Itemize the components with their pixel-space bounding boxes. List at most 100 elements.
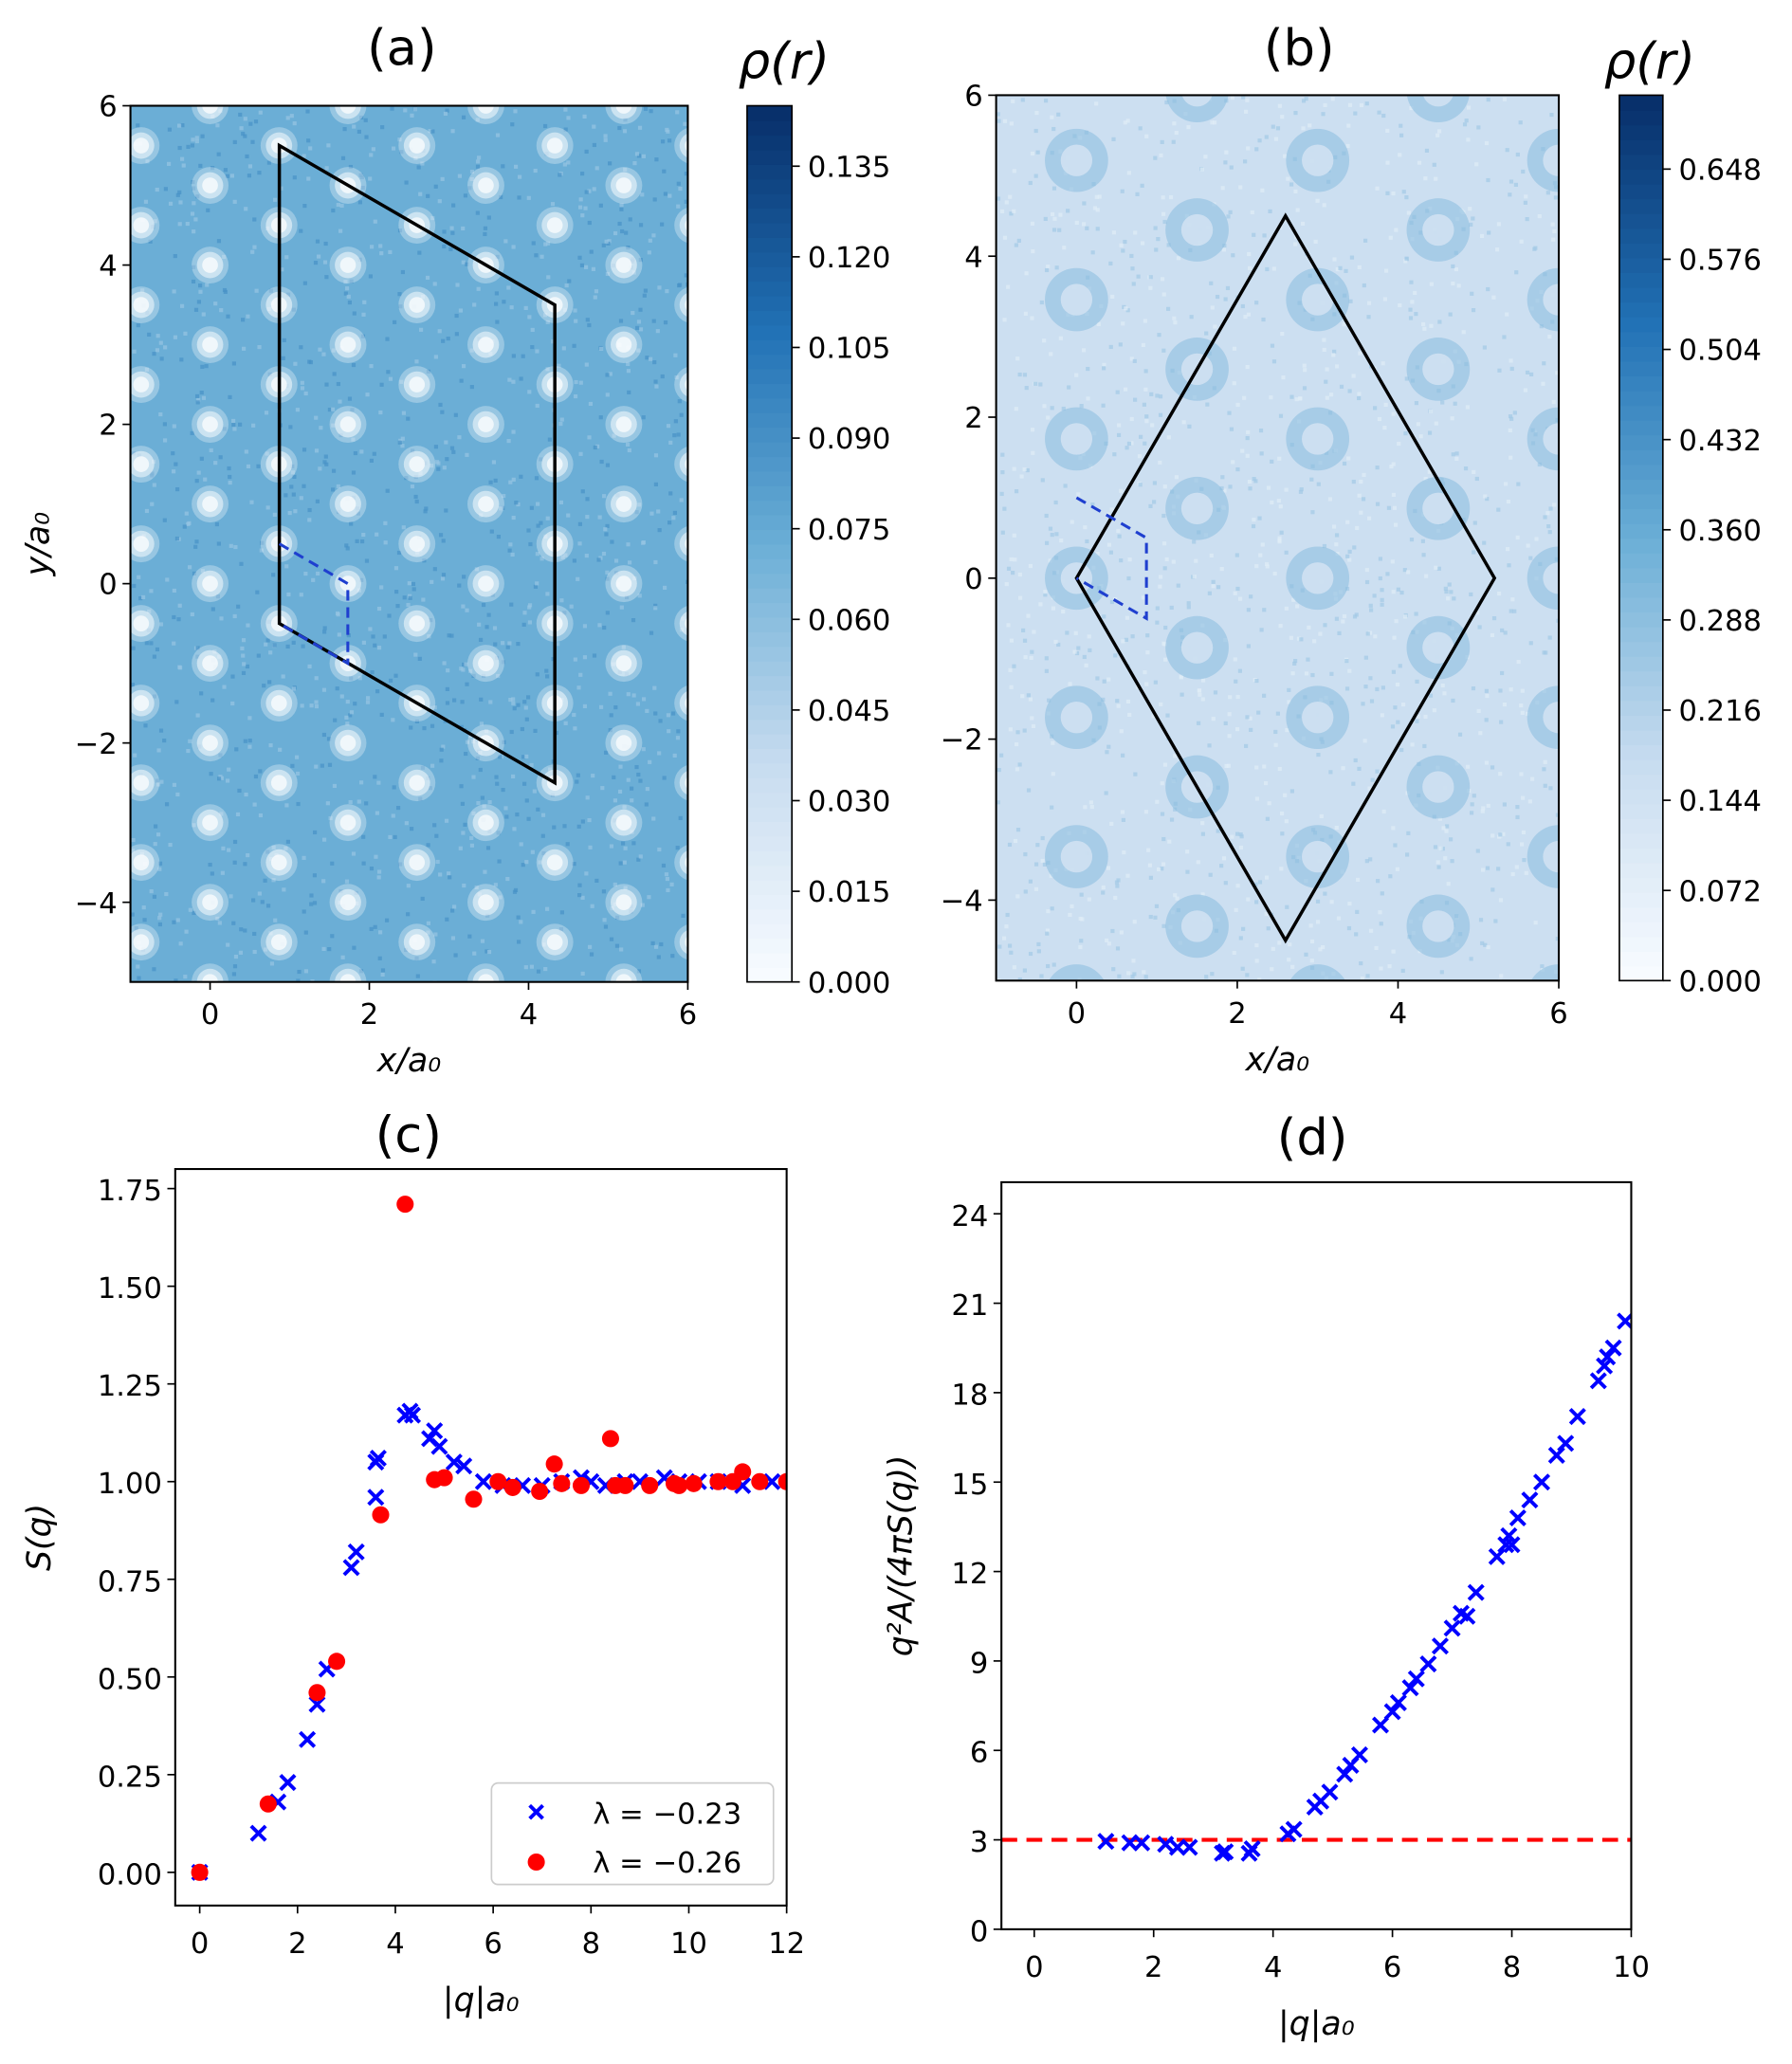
density-noise bbox=[1318, 631, 1323, 636]
panel-title: (d) bbox=[1277, 1109, 1348, 1167]
density-noise bbox=[136, 123, 140, 128]
density-noise bbox=[321, 946, 326, 952]
x-tick-label: 4 bbox=[1264, 1951, 1282, 1984]
density-noise bbox=[498, 755, 503, 759]
density-noise bbox=[1002, 506, 1007, 511]
cross-marker bbox=[1521, 1491, 1539, 1509]
density-noise bbox=[461, 667, 466, 672]
density-noise bbox=[1162, 484, 1167, 489]
density-noise bbox=[221, 846, 226, 850]
density-noise bbox=[1423, 477, 1428, 482]
density-noise bbox=[1361, 497, 1366, 502]
density-noise bbox=[191, 137, 195, 142]
colorbar-segment bbox=[1618, 922, 1663, 938]
density-noise bbox=[264, 642, 268, 647]
density-noise bbox=[260, 900, 265, 904]
density-noise bbox=[1051, 606, 1055, 611]
density-noise bbox=[1224, 150, 1229, 155]
density-noise bbox=[1046, 415, 1051, 420]
density-noise bbox=[1331, 353, 1336, 357]
density-noise bbox=[1133, 772, 1138, 776]
density-noise bbox=[657, 528, 662, 533]
density-noise bbox=[559, 598, 564, 603]
density-noise bbox=[613, 882, 617, 887]
density-noise bbox=[1116, 432, 1122, 437]
density-noise bbox=[245, 664, 250, 669]
density-noise bbox=[496, 673, 501, 679]
colorbar-segment bbox=[746, 265, 793, 283]
density-noise bbox=[1469, 811, 1474, 815]
density-noise bbox=[1066, 209, 1070, 213]
density-noise bbox=[662, 776, 667, 780]
density-noise bbox=[196, 397, 201, 402]
density-noise bbox=[488, 480, 493, 484]
density-noise bbox=[445, 686, 449, 691]
density-noise bbox=[1153, 226, 1158, 230]
density-noise bbox=[272, 512, 277, 517]
density-noise bbox=[1161, 641, 1166, 646]
density-noise bbox=[530, 344, 535, 350]
density-noise bbox=[1298, 489, 1304, 494]
density-noise bbox=[1219, 864, 1224, 868]
density-noise bbox=[1385, 572, 1390, 576]
density-noise bbox=[654, 384, 659, 389]
colorbar-segment bbox=[746, 660, 793, 677]
density-noise bbox=[585, 318, 590, 322]
density-noise bbox=[1453, 401, 1457, 406]
density-peak bbox=[409, 456, 426, 472]
density-noise bbox=[449, 226, 454, 230]
density-noise bbox=[1361, 702, 1365, 706]
density-noise bbox=[1447, 582, 1452, 587]
density-noise bbox=[1095, 552, 1100, 557]
density-noise bbox=[162, 438, 168, 443]
density-noise bbox=[637, 594, 642, 598]
unit-cell-outline bbox=[278, 542, 350, 667]
density-noise bbox=[638, 854, 643, 859]
colorbar-segment bbox=[746, 894, 793, 910]
density-noise bbox=[324, 462, 329, 466]
density-ring-core bbox=[1302, 144, 1334, 176]
density-noise bbox=[652, 359, 657, 365]
density-noise bbox=[421, 597, 426, 602]
density-noise bbox=[656, 509, 661, 514]
density-noise bbox=[336, 612, 340, 617]
density-noise bbox=[1481, 806, 1486, 811]
density-noise bbox=[1258, 553, 1263, 557]
density-noise bbox=[256, 653, 261, 658]
density-noise bbox=[1369, 699, 1375, 703]
density-noise bbox=[347, 300, 352, 305]
density-noise bbox=[551, 339, 556, 344]
density-noise bbox=[623, 846, 628, 850]
density-ring-core bbox=[1422, 771, 1454, 803]
density-noise bbox=[1435, 133, 1440, 137]
y-tick-label: 1.50 bbox=[98, 1272, 162, 1306]
density-noise bbox=[331, 468, 337, 473]
density-noise bbox=[1359, 479, 1363, 484]
density-noise bbox=[1119, 729, 1124, 734]
density-noise bbox=[1485, 693, 1490, 699]
density-noise bbox=[1278, 504, 1283, 509]
density-noise bbox=[548, 767, 553, 772]
density-noise bbox=[1509, 366, 1514, 372]
density-noise bbox=[1339, 384, 1344, 389]
density-noise bbox=[580, 895, 585, 900]
density-noise bbox=[592, 653, 597, 658]
density-noise bbox=[1520, 710, 1525, 715]
density-noise bbox=[1115, 946, 1121, 951]
density-noise bbox=[502, 494, 506, 499]
density-noise bbox=[564, 283, 569, 288]
density-noise bbox=[439, 747, 444, 752]
density-noise bbox=[493, 642, 498, 647]
density-noise bbox=[308, 146, 313, 151]
density-noise bbox=[136, 322, 140, 328]
y-tick-label: −4 bbox=[75, 887, 118, 921]
density-noise bbox=[1079, 939, 1084, 943]
density-noise bbox=[1227, 734, 1232, 739]
density-noise bbox=[188, 907, 192, 912]
density-noise bbox=[1017, 572, 1022, 577]
colorbar-segment bbox=[1618, 508, 1663, 524]
density-noise bbox=[388, 678, 393, 683]
density-noise bbox=[140, 288, 145, 293]
density-noise bbox=[1365, 974, 1370, 978]
density-noise bbox=[651, 319, 656, 323]
